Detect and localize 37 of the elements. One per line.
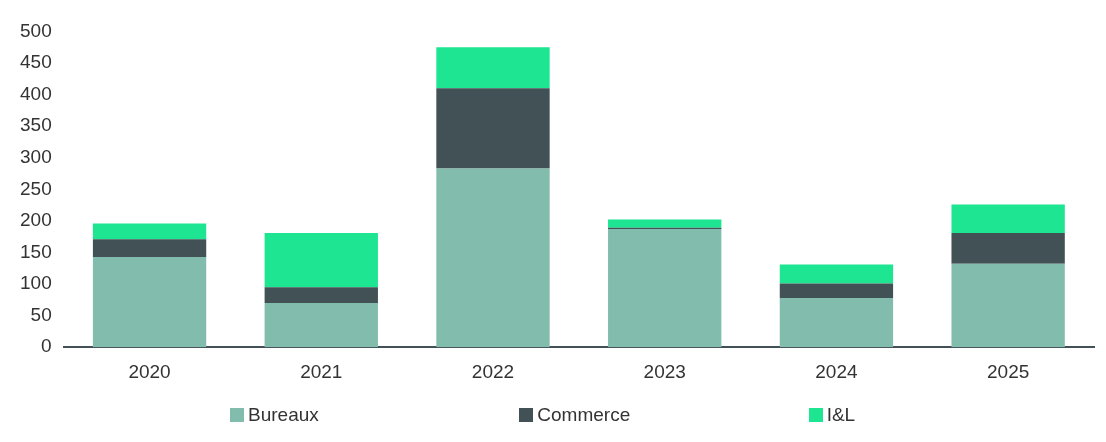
x-tick-label: 2022 <box>471 360 515 382</box>
bar <box>92 223 207 240</box>
legend-label: Commerce <box>537 404 631 426</box>
x-tick-label: 2024 <box>815 360 858 382</box>
bar <box>264 287 378 303</box>
bar <box>779 297 894 348</box>
bar <box>92 239 207 257</box>
y-tick-label: 150 <box>20 240 52 262</box>
legend-label: I&L <box>826 404 856 426</box>
y-tick-label: 500 <box>20 19 52 41</box>
bar <box>779 283 894 298</box>
y-tick-label: 350 <box>20 114 52 136</box>
y-tick-label: 400 <box>20 82 52 104</box>
y-tick-label: 450 <box>20 51 52 73</box>
x-tick-label: 2025 <box>987 360 1030 382</box>
y-tick-label: 50 <box>30 303 52 325</box>
bar <box>608 229 722 348</box>
bar <box>779 264 894 284</box>
bar <box>436 168 550 348</box>
bar <box>436 88 550 169</box>
bar <box>92 256 207 348</box>
legend-label: Bureaux <box>248 404 319 426</box>
y-tick-label: 250 <box>20 177 52 199</box>
x-tick-label: 2020 <box>128 360 171 382</box>
bar <box>264 232 378 288</box>
bar <box>608 219 722 228</box>
bar <box>951 204 1065 233</box>
bar <box>436 47 550 89</box>
y-tick-label: 0 <box>41 335 52 357</box>
x-tick-label: 2023 <box>643 360 686 382</box>
bar <box>951 232 1065 264</box>
y-tick-label: 300 <box>20 145 52 167</box>
y-tick-label: 200 <box>20 209 52 231</box>
x-tick-label: 2021 <box>300 360 343 382</box>
bar <box>951 263 1065 348</box>
bar <box>264 302 378 348</box>
y-tick-label: 100 <box>20 272 52 294</box>
